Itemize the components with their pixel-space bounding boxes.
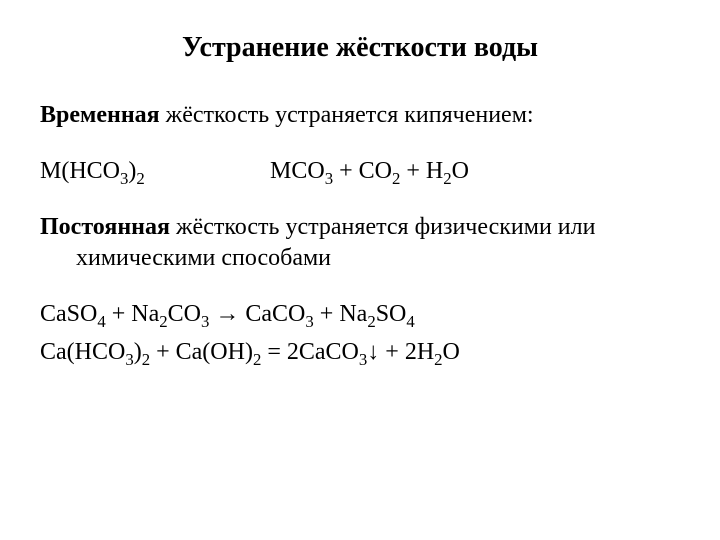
temporary-label: Временная bbox=[40, 102, 160, 128]
eq1-plus2: + H bbox=[400, 158, 443, 184]
eq2-b-sub: 2 bbox=[159, 312, 167, 331]
eq3-a: Ca(HCO bbox=[40, 339, 125, 365]
slide: Устранение жёсткости воды Временная жёст… bbox=[0, 0, 720, 540]
eq2-arrow: → CaCO bbox=[209, 301, 305, 327]
eq3-f: O bbox=[443, 339, 460, 365]
eq1-lhs-sub2: 2 bbox=[136, 169, 144, 188]
eq1-lhs: M(HCO3)2 bbox=[40, 155, 270, 187]
permanent-rest-2: химическими способами bbox=[40, 243, 680, 274]
eq2-e-sub: 2 bbox=[367, 312, 375, 331]
eq3-e-sub: 2 bbox=[434, 350, 442, 369]
eq2-e: + Na bbox=[314, 301, 368, 327]
permanent-label: Постоянная bbox=[40, 214, 170, 240]
eq1-rhs-a: MCO bbox=[270, 158, 325, 184]
eq2-f-sub: 4 bbox=[406, 312, 414, 331]
eq1-plus1: + CO bbox=[333, 158, 392, 184]
eq1-rhs-c-sub: 2 bbox=[443, 169, 451, 188]
eq3-a-sub: 3 bbox=[125, 350, 133, 369]
eq2-c: CO bbox=[168, 301, 201, 327]
eq2-a-sub: 4 bbox=[97, 312, 105, 331]
equation-3: Ca(HCO3)2 + Ca(OH)2 = 2CaCO3↓ + 2H2O bbox=[40, 336, 680, 368]
eq3-d: = 2CaCO bbox=[261, 339, 359, 365]
eq1-rhs: MCO3 + CO2 + H2O bbox=[270, 158, 469, 184]
permanent-rest-1: жёсткость устраняется физическими или bbox=[170, 214, 595, 240]
eq1-lhs-base: M(HCO bbox=[40, 158, 120, 184]
eq2-a: CaSO bbox=[40, 301, 97, 327]
equation-2: CaSO4 + Na2CO3 → CaCO3 + Na2SO4 bbox=[40, 298, 680, 330]
eq3-e: ↓ + 2H bbox=[367, 339, 434, 365]
temporary-rest: жёсткость устраняется кипячением: bbox=[160, 102, 534, 128]
eq3-c: + Ca(OH) bbox=[150, 339, 253, 365]
eq2-d-sub: 3 bbox=[305, 312, 313, 331]
eq3-b-sub: 2 bbox=[142, 350, 150, 369]
temporary-hardness-text: Временная жёсткость устраняется кипячени… bbox=[40, 100, 680, 131]
eq1-rhs-c-tail: O bbox=[452, 158, 469, 184]
equation-1: M(HCO3)2MCO3 + CO2 + H2O bbox=[40, 155, 680, 187]
eq2-b: + Na bbox=[106, 301, 160, 327]
eq1-rhs-a-sub: 3 bbox=[325, 169, 333, 188]
permanent-hardness-text: Постоянная жёсткость устраняется физичес… bbox=[40, 212, 680, 274]
eq3-b: ) bbox=[134, 339, 142, 365]
slide-title: Устранение жёсткости воды bbox=[40, 32, 680, 64]
eq2-f: SO bbox=[376, 301, 407, 327]
